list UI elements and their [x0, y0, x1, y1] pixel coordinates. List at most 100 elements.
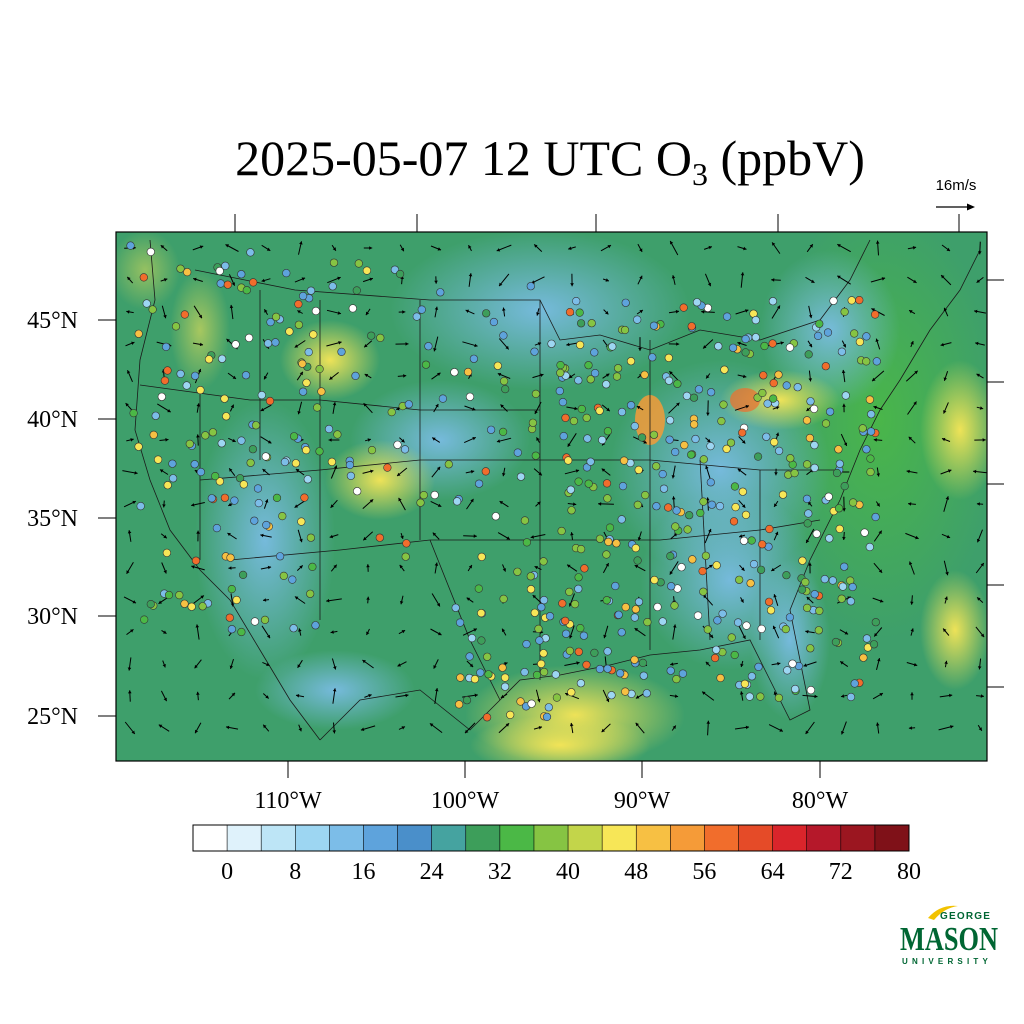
wind-vector-head: [132, 500, 136, 505]
station-marker: [450, 368, 459, 377]
wind-vector-head: [908, 436, 913, 441]
station-marker: [828, 576, 837, 585]
wind-vector-head: [473, 628, 477, 632]
wind-vector-head: [606, 407, 610, 412]
station-marker: [666, 666, 675, 675]
station-marker: [126, 241, 135, 250]
wind-vector-head: [980, 694, 984, 698]
lat-label: 25°N: [27, 704, 78, 730]
station-marker: [871, 512, 880, 522]
colorbar-tick-label: 16: [351, 859, 375, 885]
station-marker: [567, 506, 576, 515]
station-marker: [630, 655, 639, 664]
station-marker: [134, 442, 143, 451]
wind-vector-head: [332, 730, 336, 734]
station-marker: [526, 572, 535, 581]
station-marker: [279, 571, 288, 581]
station-marker: [810, 463, 819, 473]
station-marker: [802, 416, 812, 425]
wind-vector-head: [337, 311, 341, 315]
station-marker: [739, 536, 749, 545]
station-marker: [735, 575, 744, 584]
station-marker: [650, 575, 659, 585]
station-marker: [290, 432, 299, 441]
station-marker: [315, 364, 324, 374]
wind-vector-head: [943, 307, 948, 312]
station-marker: [602, 479, 612, 488]
station-marker: [693, 611, 703, 620]
wind-vector-head: [774, 503, 778, 507]
wind-vector-head: [534, 410, 538, 414]
wind-vector-head: [875, 338, 879, 342]
station-marker: [157, 392, 166, 401]
station-marker: [855, 337, 865, 347]
wind-vector-head: [908, 561, 913, 565]
wind-vector-head: [708, 245, 712, 250]
station-marker: [575, 308, 584, 317]
station-marker: [513, 448, 522, 457]
station-marker: [855, 296, 864, 305]
station-marker: [630, 613, 639, 622]
wind-vector-head: [474, 343, 478, 348]
wind-vector-head: [436, 603, 440, 607]
wind-vector-head: [973, 469, 977, 474]
station-marker: [685, 511, 694, 520]
station-marker: [151, 411, 160, 420]
station-marker: [539, 649, 548, 658]
station-marker: [574, 376, 583, 385]
station-marker: [595, 664, 605, 674]
wind-vector-head: [946, 247, 950, 251]
wind-vector-head: [132, 600, 136, 604]
station-marker: [710, 653, 720, 663]
wind-vector-head: [943, 377, 947, 381]
station-marker: [602, 550, 611, 559]
station-marker: [207, 494, 216, 503]
station-marker: [865, 542, 874, 552]
wind-vector-head: [298, 727, 302, 732]
station-marker: [639, 671, 648, 680]
station-marker: [848, 582, 857, 592]
station-marker: [701, 551, 711, 560]
station-marker: [793, 383, 802, 392]
station-marker: [542, 712, 552, 722]
station-marker: [574, 573, 583, 582]
colorbar-swatch: [636, 825, 671, 851]
station-marker: [756, 565, 766, 574]
wind-vector-head: [266, 634, 270, 639]
station-marker: [696, 508, 705, 518]
station-marker: [212, 523, 221, 533]
station-marker: [513, 567, 522, 576]
wind-vector-head: [669, 571, 673, 575]
wind-vector-head: [707, 438, 711, 443]
wind-vector-head: [369, 499, 374, 503]
station-marker: [598, 435, 607, 445]
wind-vector-head: [842, 403, 846, 407]
station-marker: [664, 376, 674, 385]
station-marker: [237, 627, 246, 637]
station-marker: [642, 689, 651, 698]
station-marker: [865, 395, 875, 404]
station-marker: [298, 359, 307, 368]
station-marker: [530, 347, 539, 356]
wind-vector-head: [264, 309, 268, 313]
station-marker: [834, 504, 844, 513]
station-marker: [579, 631, 589, 640]
wind-vector-head: [739, 691, 744, 695]
wind-vector-head: [808, 343, 812, 348]
wind-vector-head: [163, 314, 167, 319]
station-marker: [758, 540, 767, 549]
wind-vector-head: [570, 532, 574, 536]
station-marker: [402, 539, 411, 548]
wind-vector-head: [775, 432, 780, 436]
wind-vector-head: [433, 348, 437, 352]
station-marker: [831, 637, 841, 647]
logo-accent: [928, 905, 958, 920]
station-marker: [840, 482, 849, 491]
station-marker: [694, 385, 704, 394]
station-marker: [299, 291, 308, 301]
station-marker: [294, 300, 303, 309]
wind-vector-head: [805, 630, 809, 634]
wind-vector-head: [502, 307, 506, 311]
station-marker: [535, 636, 544, 645]
wind-vector-head: [496, 248, 501, 252]
